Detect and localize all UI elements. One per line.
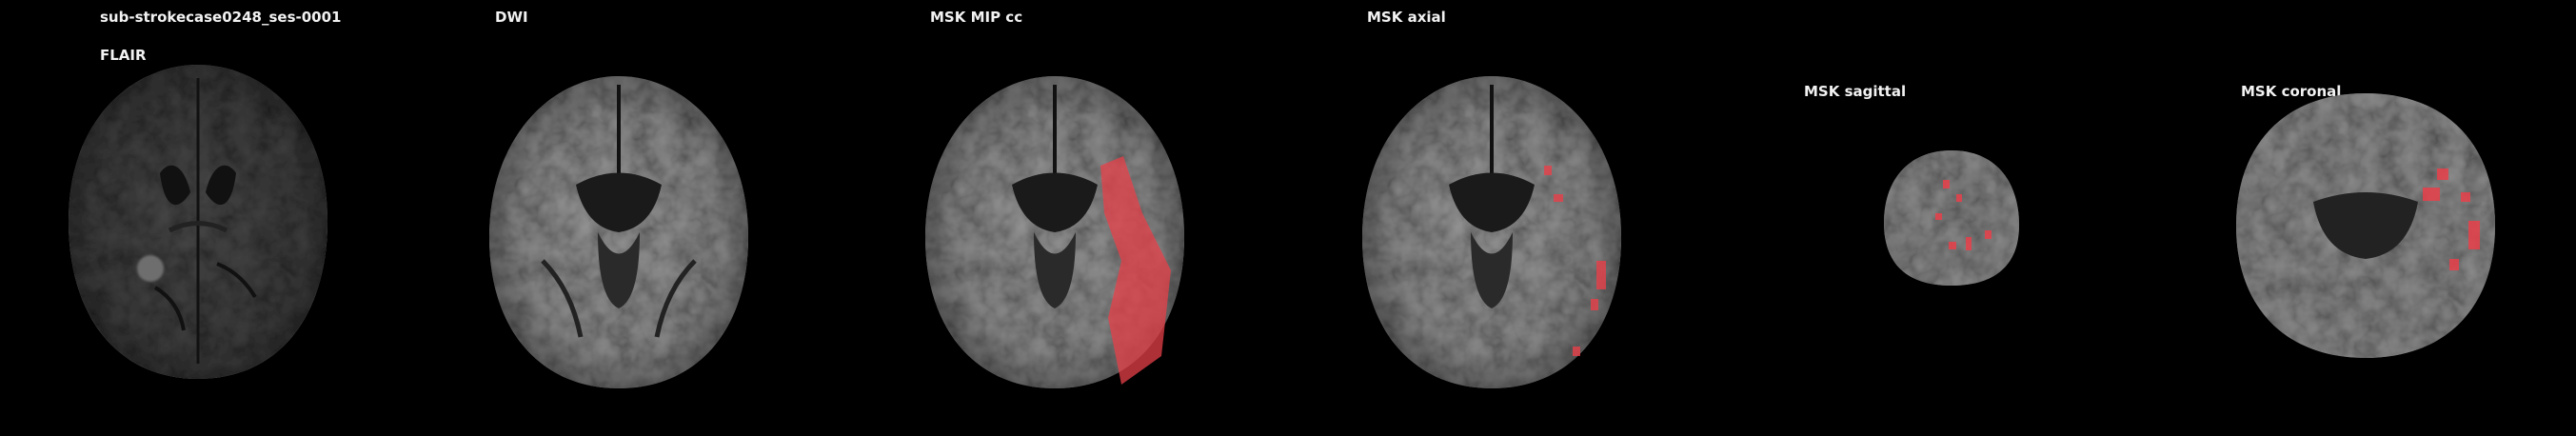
panel-title-dwi: DWI — [495, 9, 528, 26]
subject-id-label: sub-strokecase0248_ses-0001 — [100, 9, 342, 26]
mask-sagittal-image — [1880, 147, 2023, 289]
panel-title-coronal: MSK coronal — [2241, 83, 2342, 100]
mask-axial-image — [1358, 70, 1625, 394]
panel-title-mip: MSK MIP cc — [930, 9, 1023, 26]
panel-title-axial: MSK axial — [1367, 9, 1446, 26]
mask-coronal-image — [2232, 88, 2499, 364]
panel-title-flair: FLAIR — [100, 47, 147, 64]
lesion-mask-overlay — [1544, 166, 1606, 356]
dwi-image — [485, 70, 752, 394]
mask-mip-image — [921, 70, 1188, 394]
flair-image — [65, 59, 331, 383]
lesion-mask-overlay — [1935, 180, 1991, 250]
panel-title-sagittal: MSK sagittal — [1804, 83, 1907, 100]
lesion-mask-overlay — [1100, 156, 1171, 385]
lesion-mask-overlay — [2423, 168, 2480, 270]
